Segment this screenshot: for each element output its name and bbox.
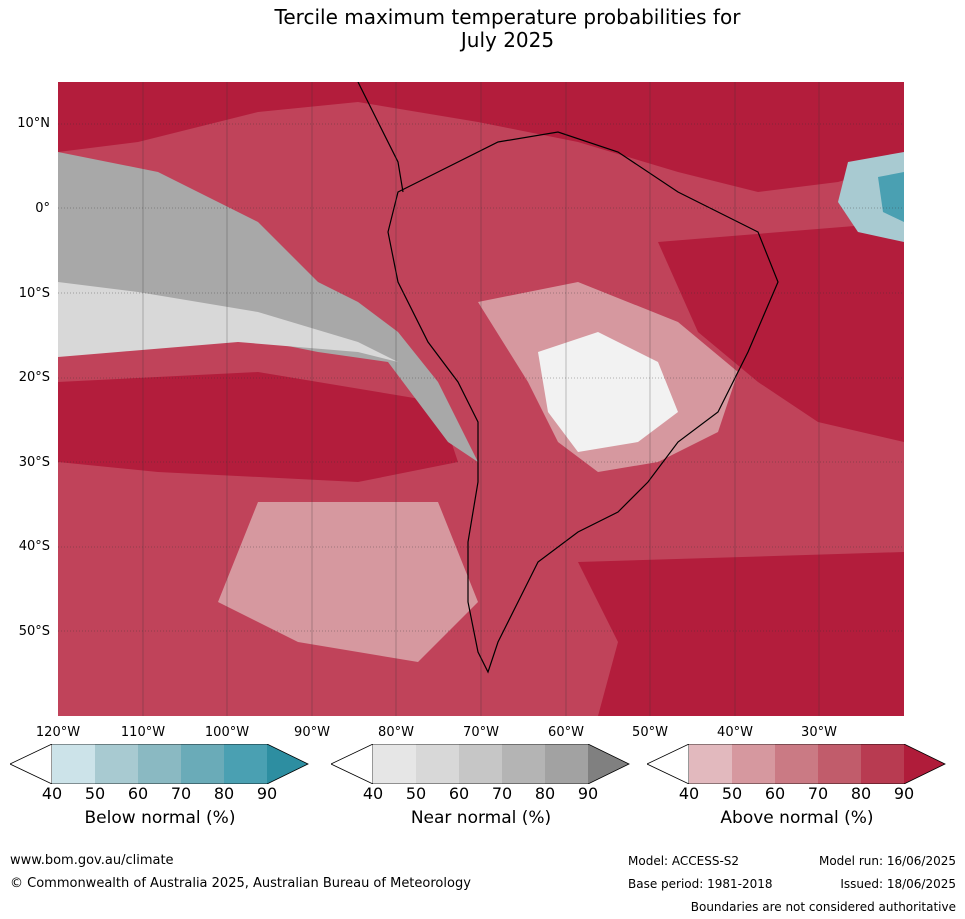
near-normal-band — [58, 152, 478, 462]
colorbar-near-graphic — [330, 743, 630, 785]
colorbar-segment — [181, 744, 224, 784]
title-line-1: Tercile maximum temperature probabilitie… — [274, 5, 741, 29]
colorbar-tick: 80 — [213, 784, 235, 803]
colorbar-segment — [373, 744, 416, 784]
colorbar-segment — [588, 744, 629, 784]
colorbar-segment — [459, 744, 502, 784]
lon-label: 40°W — [717, 725, 753, 740]
colorbar-tick: 90 — [577, 784, 599, 803]
colorbar-tick: 80 — [850, 784, 872, 803]
colorbar-tick: 40 — [678, 784, 700, 803]
colorbar-segment — [9, 743, 53, 785]
colorbar-tick: 50 — [405, 784, 427, 803]
colorbar-segment — [330, 743, 374, 785]
issued-date: Issued: 18/06/2025 — [840, 877, 956, 891]
colorbar-tick: 80 — [534, 784, 556, 803]
lon-label: 80°W — [378, 725, 414, 740]
colorbar-segment — [732, 744, 775, 784]
colorbar-segment — [502, 744, 545, 784]
above-normal-50-south-pacific — [218, 502, 478, 662]
above-normal-90-atlantic — [658, 222, 904, 442]
above-normal-90-north — [58, 82, 904, 192]
lat-label: 40°S — [18, 539, 50, 554]
below-normal-patch — [838, 152, 904, 242]
colorbar-above-normal — [646, 743, 947, 788]
colorbar-segment — [52, 744, 95, 784]
lon-label: 70°W — [463, 725, 499, 740]
lon-label: 110°W — [120, 725, 166, 740]
lat-label: 10°S — [18, 286, 50, 301]
south-america-coastline — [387, 131, 779, 674]
lat-label: 0° — [35, 201, 50, 216]
colorbar-near-title: Near normal (%) — [410, 808, 552, 828]
colorbar-tick: 50 — [84, 784, 106, 803]
lat-label: 30°S — [18, 455, 50, 470]
source-url: www.bom.gov.au/climate — [10, 853, 174, 868]
lon-label: 100°W — [204, 725, 250, 740]
colorbar-segment — [861, 744, 904, 784]
copyright-notice: © Commonwealth of Australia 2025, Austra… — [10, 876, 471, 891]
colorbar-above-title: Above normal (%) — [720, 808, 874, 828]
lon-label: 60°W — [548, 725, 584, 740]
colorbar-below-normal — [9, 743, 310, 788]
lat-label: 20°S — [18, 370, 50, 385]
model-run-date: Model run: 16/06/2025 — [818, 854, 956, 868]
colorbar-segment — [416, 744, 459, 784]
colorbar-segment — [224, 744, 267, 784]
colorbar-tick: 60 — [127, 784, 149, 803]
colorbar-segment — [904, 744, 945, 784]
colorbar-tick: 70 — [170, 784, 192, 803]
lon-label: 50°W — [632, 725, 668, 740]
colorbar-segment — [646, 743, 690, 785]
colorbar-segment — [775, 744, 818, 784]
colorbar-tick: 60 — [764, 784, 786, 803]
central-america-coastline — [357, 82, 404, 193]
above-normal-90-pacific — [58, 372, 458, 482]
colorbar-tick: 60 — [448, 784, 470, 803]
colorbar-segment — [267, 744, 308, 784]
map-canvas — [58, 82, 904, 716]
map-title: Tercile maximum temperature probabilitie… — [0, 6, 965, 52]
no-signal-interior — [538, 332, 678, 452]
colorbar-segment — [95, 744, 138, 784]
colorbar-below-title: Below normal (%) — [84, 808, 236, 828]
colorbar-tick: 50 — [721, 784, 743, 803]
colorbar-segment — [818, 744, 861, 784]
title-line-2: July 2025 — [460, 28, 555, 52]
below-normal-strong-patch — [878, 172, 904, 222]
colorbar-segment — [545, 744, 588, 784]
colorbar-segment — [689, 744, 732, 784]
lat-label: 50°S — [18, 624, 50, 639]
colorbar-tick: 70 — [807, 784, 829, 803]
colorbar-tick: 90 — [893, 784, 915, 803]
lon-label: 120°W — [35, 725, 81, 740]
base-period: Base period: 1981-2018 — [628, 877, 773, 891]
lat-label: 10°N — [17, 116, 50, 131]
colorbar-near-normal — [330, 743, 631, 788]
boundaries-disclaimer: Boundaries are not considered authoritat… — [690, 900, 956, 914]
colorbar-tick: 70 — [491, 784, 513, 803]
colorbar-above-graphic — [646, 743, 946, 785]
colorbar-below-graphic — [9, 743, 309, 785]
model-name: Model: ACCESS-S2 — [628, 854, 740, 868]
lon-label: 30°W — [801, 725, 837, 740]
longitude-gridlines — [142, 82, 820, 716]
colorbar-tick: 40 — [41, 784, 63, 803]
colorbar-segment — [138, 744, 181, 784]
colorbar-tick: 90 — [256, 784, 278, 803]
lon-label: 90°W — [294, 725, 330, 740]
probability-map — [58, 82, 904, 716]
above-normal-90-south-atlantic — [578, 552, 904, 716]
colorbar-tick: 40 — [362, 784, 384, 803]
